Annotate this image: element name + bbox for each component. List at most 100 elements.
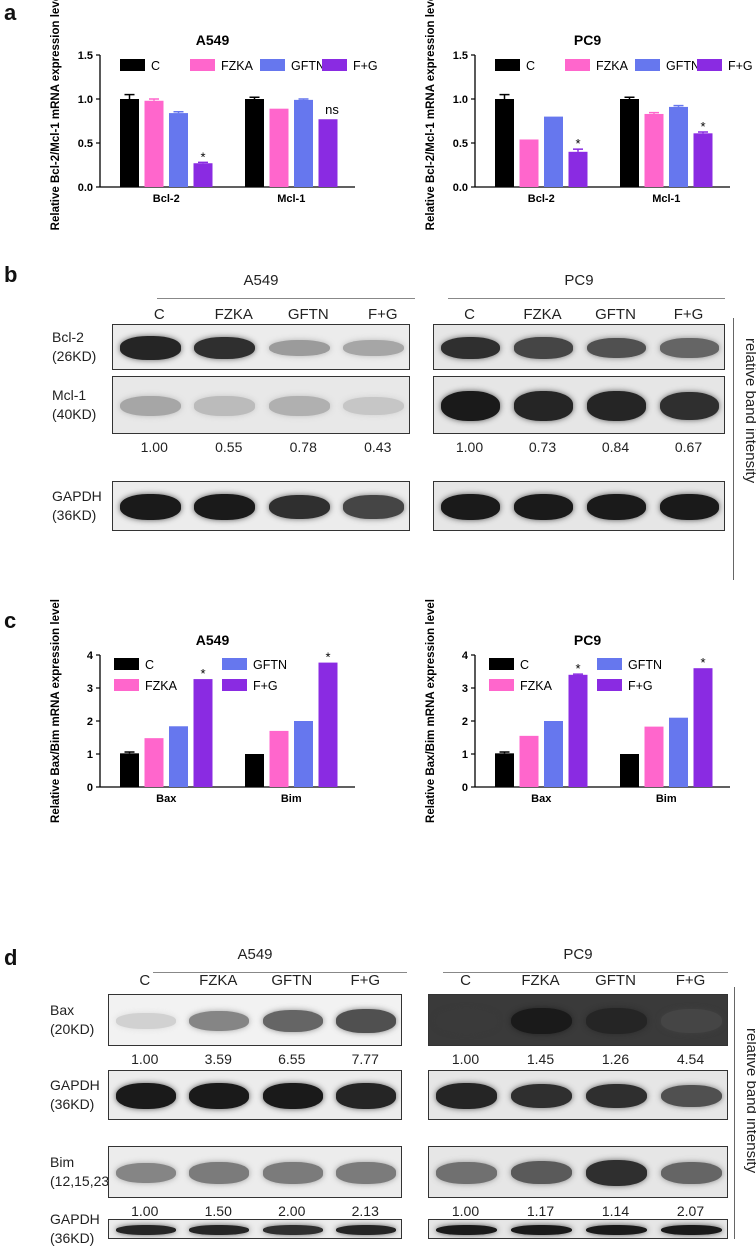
a549-band-lane-2 (194, 494, 256, 520)
bar-Bcl-2-F+G (568, 151, 588, 187)
y-axis-label: Relative Bax/Bim mRNA expression level (425, 599, 437, 823)
y-tick-label: 1.0 (78, 94, 93, 106)
a549-band-lane-1 (115, 1162, 176, 1184)
bar-Bax-F+G (193, 679, 213, 787)
a549-header: A549 (243, 272, 279, 289)
band-intensity-value: 0.78 (289, 439, 317, 455)
lane-label: FZKA (214, 306, 253, 323)
band-intensity-value: 0.43 (364, 439, 392, 455)
pc9-band-lane-2 (510, 1083, 573, 1109)
a549-band-lane-3 (262, 1083, 323, 1109)
bar-Bcl-2-C (120, 99, 139, 187)
bar-Bim-F+G (318, 662, 338, 787)
y-tick-label: 2 (87, 716, 93, 728)
bar-Bim-C (620, 754, 639, 787)
y-axis-label: Relative Bcl-2/Mcl-1 mRNA expression lev… (50, 0, 62, 230)
significance-annotation: * (575, 661, 580, 676)
significance-annotation: * (700, 119, 705, 134)
legend-swatch-GFTN (260, 59, 285, 71)
lane-label: F+G (350, 972, 381, 989)
legend-label: C (151, 59, 160, 73)
y-tick-label: 2 (462, 716, 468, 728)
pc9-band-lane-4 (659, 391, 720, 421)
band-intensity-value: 0.55 (215, 439, 243, 455)
band-intensity-value: 1.00 (455, 439, 484, 455)
side-bracket (734, 987, 735, 1239)
pc9-band-lane-3 (585, 1007, 648, 1035)
pc9-band-lane-1 (435, 1083, 498, 1109)
band-intensity-value: 2.00 (278, 1203, 306, 1219)
pc9-band-lane-1 (435, 1008, 498, 1034)
panel-letter-b: b (4, 262, 18, 287)
lane-label: F+G (367, 306, 398, 323)
bar-Mcl-1-FZKA (644, 113, 664, 187)
blot-image-a549 (112, 481, 410, 531)
legend-label: F+G (628, 679, 653, 693)
band-intensity-value: 1.00 (451, 1051, 480, 1067)
lane-label: FZKA (199, 972, 238, 989)
bar-Mcl-1-GFTN (669, 106, 688, 187)
lane-label: GFTN (595, 972, 636, 989)
legend-label: FZKA (520, 679, 553, 693)
x-tick-label: Bax (531, 793, 552, 805)
a549-band-lane-2 (194, 396, 256, 416)
lane-label: GFTN (271, 972, 313, 989)
bar-Bcl-2-FZKA (144, 100, 164, 187)
lane-label: GFTN (287, 306, 329, 323)
y-tick-label: 0.0 (78, 182, 93, 194)
a549-band-lane-1 (119, 336, 181, 360)
y-tick-label: 1.0 (453, 94, 468, 106)
band-intensity-value: 4.54 (676, 1051, 705, 1067)
y-axis-label: Relative Bcl-2/Mcl-1 mRNA expression lev… (425, 0, 437, 230)
pc9-band-lane-3 (586, 391, 647, 421)
a549-band-lane-3 (268, 339, 330, 357)
pc9-header: PC9 (564, 272, 594, 289)
bar-Bax-F+G (568, 674, 588, 787)
a549-band-lane-1 (115, 1224, 176, 1236)
a549-band-lane-4 (336, 1083, 397, 1109)
bar-Bcl-2-C (495, 99, 514, 187)
legend-swatch-GFTN (597, 658, 622, 670)
pc9-band-lane-2 (513, 391, 574, 421)
blot-image-a549 (108, 1146, 402, 1198)
y-tick-label: 1 (462, 749, 468, 761)
protein-name: GAPDH (52, 488, 102, 504)
chart-title: A549 (196, 632, 230, 648)
legend-label: GFTN (666, 59, 700, 73)
a549-band-lane-2 (189, 1224, 250, 1236)
significance-annotation: * (200, 149, 205, 164)
row-label: GAPDH (36KD) (50, 1210, 100, 1248)
pc9-band-lane-4 (660, 1008, 723, 1034)
molecular-weight: (36KD) (52, 507, 97, 523)
legend-swatch-C (495, 59, 520, 71)
lane-label: C (153, 306, 165, 323)
y-tick-label: 1.5 (78, 50, 93, 62)
legend-label: GFTN (253, 658, 287, 672)
protein-name: Bcl-2 (52, 329, 84, 345)
a549-band-lane-1 (115, 1013, 176, 1029)
lane-label: C (139, 972, 151, 989)
blot-image-pc9 (433, 324, 725, 370)
pc9-band-lane-3 (585, 1160, 648, 1186)
significance-annotation: * (700, 655, 705, 670)
legend-swatch-F+G (222, 679, 247, 691)
a549-band-lane-1 (115, 1083, 176, 1109)
bar-Mcl-1-C (245, 99, 264, 187)
bar-Bcl-2-GFTN (544, 116, 563, 187)
row-label: Bcl-2 (26KD) (52, 328, 96, 366)
row-label: Mcl-1 (40KD) (52, 386, 96, 424)
blot-image-pc9 (428, 1070, 728, 1120)
bar-Mcl-1-C (620, 99, 639, 187)
chart-a-pc9: Relative Bcl-2/Mcl-1 mRNA expression lev… (425, 0, 753, 230)
bar-Bcl-2-F+G (193, 163, 213, 187)
band-intensity-value: 3.59 (204, 1051, 232, 1067)
legend-swatch-C (114, 658, 139, 670)
x-tick-label: Mcl-1 (652, 193, 680, 205)
band-intensity-value: 1.00 (451, 1203, 480, 1219)
y-tick-label: 3 (87, 683, 93, 695)
blot-image-a549 (108, 994, 402, 1046)
legend-label: GFTN (628, 658, 662, 672)
blot-image-pc9 (433, 376, 725, 434)
protein-name: GAPDH (50, 1077, 100, 1093)
x-tick-label: Bax (156, 793, 177, 805)
